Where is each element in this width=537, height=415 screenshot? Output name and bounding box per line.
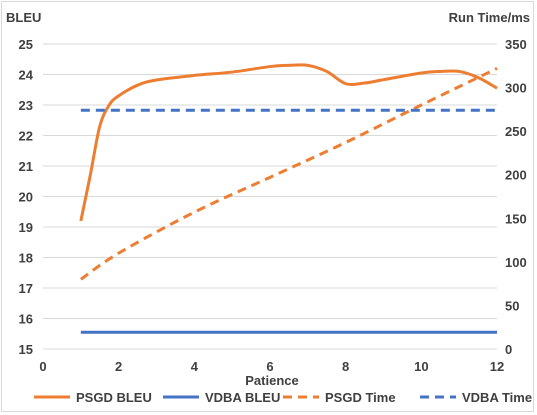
y-left-tick-label: 22: [19, 129, 33, 144]
x-tick-label: 8: [342, 359, 349, 374]
legend-label-psgd-bleu: PSGD BLEU: [76, 390, 152, 405]
y-right-tick-label: 50: [505, 298, 519, 313]
y-right-tick-label: 150: [505, 211, 527, 226]
series-lines: [79, 63, 498, 334]
y-right-tick-label: 200: [505, 168, 527, 183]
series-line-psgd-bleu: [79, 63, 498, 222]
x-tick-label: 6: [266, 359, 273, 374]
y-left-tick-label: 18: [19, 251, 33, 266]
y-right-tick-label: 0: [505, 342, 512, 357]
legend: PSGD BLEU VDBA BLEU PSGD Time VDBA Time: [34, 390, 532, 405]
tick-labels: 1516171819202122232425050100150200250300…: [19, 37, 527, 374]
gridlines: [43, 43, 497, 350]
y-left-tick-label: 16: [19, 312, 33, 327]
y-right-tick-label: 300: [505, 81, 527, 96]
y-right-tick-label: 350: [505, 37, 527, 52]
x-tick-label: 4: [191, 359, 199, 374]
legend-label-psgd-time: PSGD Time: [325, 390, 396, 405]
y-left-tick-label: 19: [19, 220, 33, 235]
y-left-tick-label: 15: [19, 342, 33, 357]
y-left-tick-label: 17: [19, 281, 33, 296]
y-left-axis-label: BLEU: [6, 10, 41, 25]
x-tick-label: 10: [414, 359, 428, 374]
y-right-tick-label: 100: [505, 255, 527, 270]
series-line-psgd-time: [79, 67, 498, 281]
x-tick-label: 2: [115, 359, 122, 374]
x-tick-label: 12: [490, 359, 504, 374]
legend-label-vdba-time: VDBA Time: [462, 390, 532, 405]
y-left-tick-label: 23: [19, 98, 33, 113]
legend-label-vdba-bleu: VDBA BLEU: [205, 390, 280, 405]
x-tick-label: 0: [39, 359, 46, 374]
y-left-tick-label: 24: [19, 68, 34, 83]
x-axis-label: Patience: [245, 373, 298, 388]
y-left-tick-label: 25: [19, 37, 33, 52]
y-left-tick-label: 20: [19, 190, 33, 205]
y-right-tick-label: 250: [505, 124, 527, 139]
y-left-tick-label: 21: [19, 159, 33, 174]
y-right-axis-label: Run Time/ms: [449, 10, 530, 25]
